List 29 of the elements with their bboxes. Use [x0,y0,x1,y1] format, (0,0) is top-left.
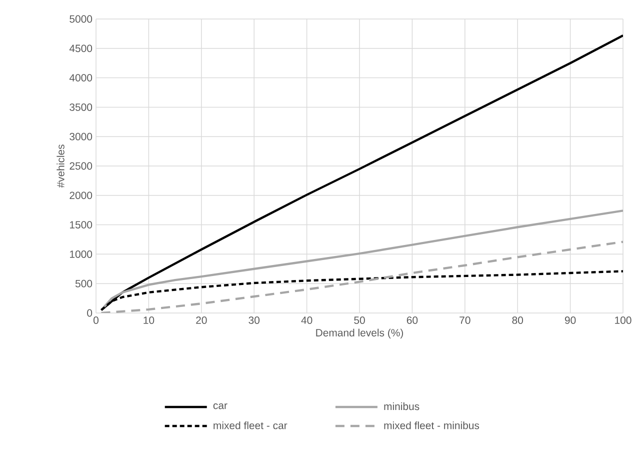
legend-label: car [213,403,228,410]
x-tick-label: 80 [512,316,524,324]
x-tick-label: 60 [406,316,418,324]
x-tick-label: 40 [301,316,312,324]
line-series [100,240,624,313]
x-tick-label: 20 [196,316,207,324]
legend-label: mixed fleet - minibus [384,421,480,430]
x-tick-label: 90 [564,316,576,324]
y-tick-label: 1500 [70,221,92,228]
y-tick-label: 4000 [69,74,92,82]
x-tick-label: 0 [94,316,99,324]
legend-label: minibus [384,402,420,410]
y-tick-label: 5000 [70,15,92,23]
y-axis-title: #vehicles [56,144,64,188]
y-tick-label: 1000 [70,250,92,258]
y-tick-label: 0 [87,309,92,317]
legend-label: mixed fleet - car [214,421,288,430]
y-tick-label: 4500 [69,44,92,52]
y-tick-label: 2000 [70,192,92,200]
x-tick-label: 100 [615,316,632,324]
y-tick-label: 3000 [70,132,92,140]
y-tick-label: 500 [75,280,92,288]
y-tick-label: 3500 [70,103,92,111]
x-tick-label: 70 [460,316,470,324]
x-tick-label: 30 [248,316,260,324]
y-tick-label: 2500 [70,162,92,170]
x-axis-title: Demand levels (%) [316,328,404,339]
x-tick-label: 50 [354,316,365,324]
x-tick-label: 10 [144,316,154,324]
